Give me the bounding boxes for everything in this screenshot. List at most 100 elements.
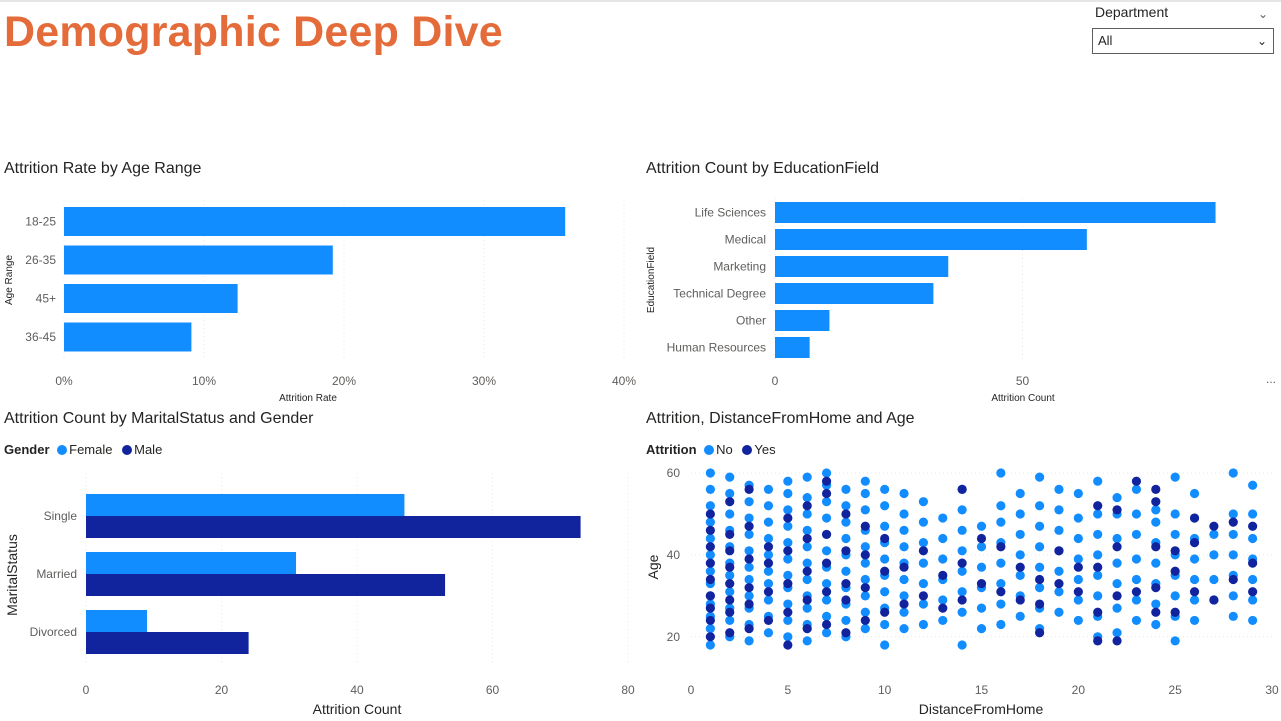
bar[interactable] — [86, 632, 249, 654]
data-point[interactable] — [860, 558, 870, 568]
data-point[interactable] — [725, 615, 735, 626]
data-point[interactable] — [1093, 636, 1103, 646]
data-point[interactable] — [880, 501, 890, 511]
data-point[interactable] — [1054, 587, 1064, 597]
data-point[interactable] — [841, 566, 851, 576]
data-point[interactable] — [802, 558, 812, 568]
data-point[interactable] — [1035, 562, 1045, 572]
data-point[interactable] — [821, 595, 832, 605]
data-point[interactable] — [860, 476, 870, 486]
data-point[interactable] — [1228, 468, 1238, 478]
data-point[interactable] — [744, 546, 754, 556]
data-point[interactable] — [744, 599, 754, 609]
data-point[interactable] — [1131, 509, 1142, 519]
data-point[interactable] — [957, 484, 967, 494]
data-point[interactable] — [1228, 509, 1238, 519]
data-point[interactable] — [957, 587, 967, 597]
data-point[interactable] — [957, 607, 967, 617]
data-point[interactable] — [1228, 529, 1238, 540]
data-point[interactable] — [705, 550, 715, 560]
data-point[interactable] — [744, 497, 754, 507]
data-point[interactable] — [1112, 603, 1122, 613]
data-point[interactable] — [1131, 529, 1142, 540]
bar[interactable] — [64, 245, 333, 275]
data-point[interactable] — [938, 603, 948, 613]
data-point[interactable] — [783, 607, 793, 617]
data-point[interactable] — [1170, 546, 1180, 556]
data-point[interactable] — [918, 517, 928, 527]
data-point[interactable] — [1189, 587, 1200, 597]
data-point[interactable] — [1093, 509, 1103, 519]
data-point[interactable] — [1093, 550, 1103, 560]
bar[interactable] — [775, 310, 830, 331]
data-point[interactable] — [744, 574, 754, 585]
data-point[interactable] — [725, 628, 735, 638]
data-point[interactable] — [1189, 513, 1200, 523]
data-point[interactable] — [763, 628, 774, 638]
data-point[interactable] — [860, 550, 870, 560]
data-point[interactable] — [860, 583, 870, 593]
data-point[interactable] — [938, 615, 948, 626]
data-point[interactable] — [1170, 566, 1180, 576]
data-point[interactable] — [744, 484, 754, 494]
data-point[interactable] — [1131, 615, 1142, 626]
data-point[interactable] — [996, 501, 1006, 511]
data-point[interactable] — [1170, 529, 1180, 540]
data-point[interactable] — [821, 619, 832, 630]
data-point[interactable] — [1015, 509, 1025, 519]
chevron-down-icon[interactable]: ⌄ — [1257, 7, 1268, 21]
data-point[interactable] — [744, 562, 754, 572]
data-point[interactable] — [783, 505, 793, 515]
bar[interactable] — [775, 337, 810, 358]
data-point[interactable] — [918, 558, 928, 568]
data-point[interactable] — [821, 558, 832, 568]
data-point[interactable] — [783, 538, 793, 548]
bar[interactable] — [775, 283, 934, 304]
data-point[interactable] — [918, 591, 928, 601]
bar[interactable] — [86, 574, 446, 596]
data-point[interactable] — [1015, 611, 1025, 621]
data-point[interactable] — [957, 566, 967, 576]
data-point[interactable] — [802, 566, 812, 576]
data-point[interactable] — [957, 546, 967, 556]
data-point[interactable] — [996, 599, 1006, 609]
data-point[interactable] — [1093, 529, 1103, 540]
data-point[interactable] — [1151, 517, 1161, 527]
data-point[interactable] — [1073, 488, 1083, 499]
data-point[interactable] — [705, 574, 715, 585]
data-point[interactable] — [763, 542, 774, 552]
data-point[interactable] — [821, 587, 832, 597]
data-point[interactable] — [996, 619, 1006, 630]
data-point[interactable] — [1093, 501, 1103, 511]
data-point[interactable] — [1073, 615, 1083, 626]
data-point[interactable] — [1073, 554, 1083, 564]
bar[interactable] — [64, 322, 192, 352]
data-point[interactable] — [763, 566, 774, 576]
data-point[interactable] — [705, 533, 715, 544]
data-point[interactable] — [1112, 578, 1122, 589]
data-point[interactable] — [725, 529, 735, 540]
data-point[interactable] — [783, 513, 793, 523]
data-point[interactable] — [763, 587, 774, 597]
data-point[interactable] — [763, 550, 774, 560]
data-point[interactable] — [1131, 484, 1142, 494]
data-point[interactable] — [802, 525, 812, 535]
data-point[interactable] — [802, 624, 812, 634]
data-point[interactable] — [841, 546, 851, 556]
data-point[interactable] — [918, 546, 928, 556]
data-point[interactable] — [1073, 562, 1083, 572]
bar[interactable] — [86, 494, 405, 516]
data-point[interactable] — [763, 501, 774, 511]
data-point[interactable] — [783, 640, 793, 650]
data-point[interactable] — [880, 619, 890, 630]
data-point[interactable] — [860, 591, 870, 601]
data-point[interactable] — [899, 607, 909, 617]
data-point[interactable] — [1112, 591, 1122, 601]
legend-item-yes[interactable]: Yes — [742, 442, 776, 457]
data-point[interactable] — [1209, 550, 1219, 560]
data-point[interactable] — [1035, 599, 1045, 609]
data-point[interactable] — [841, 578, 851, 589]
legend-item-male[interactable]: Male — [122, 442, 162, 457]
data-point[interactable] — [1112, 505, 1122, 515]
data-point[interactable] — [1248, 509, 1258, 519]
